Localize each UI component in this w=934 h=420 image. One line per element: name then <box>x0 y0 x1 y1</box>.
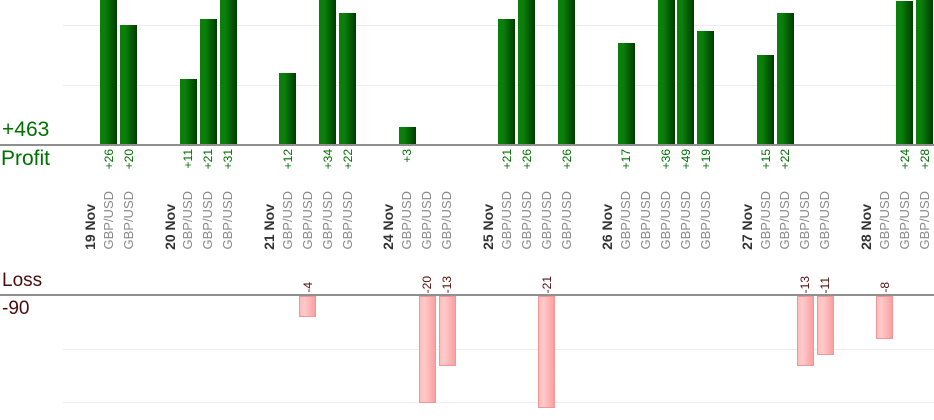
date-label: 19 Nov <box>81 204 98 250</box>
profit-bar <box>916 0 934 145</box>
symbol-label: GBP/USD <box>439 191 455 250</box>
loss-bar <box>816 296 834 355</box>
profit-bar <box>757 55 775 145</box>
symbol-label: GBP/USD <box>120 191 136 250</box>
symbol-label: GBP/USD <box>419 191 435 250</box>
symbol-label: GBP/USD <box>618 191 634 250</box>
profit-bar <box>776 13 794 145</box>
loss-gridline <box>63 348 934 350</box>
profit-value-label: +11 <box>181 149 196 169</box>
profit-bar <box>319 0 337 145</box>
profit-value-label: +22 <box>778 149 793 170</box>
profit-bar <box>339 13 357 145</box>
loss-value-label: -13 <box>798 275 813 293</box>
loss-value-label: -21 <box>539 275 554 293</box>
profit-value-label: +34 <box>320 149 335 170</box>
profit-value-label: +49 <box>678 149 693 170</box>
symbol-label: GBP/USD <box>777 191 793 250</box>
loss-bar <box>438 296 456 366</box>
profit-bar <box>279 73 297 145</box>
symbol-label: GBP/USD <box>876 191 892 250</box>
profit-value-label: +28 <box>917 149 932 170</box>
symbol-label: GBP/USD <box>220 191 236 250</box>
profit-value-label: +21 <box>499 149 514 170</box>
profit-value-label: +26 <box>101 149 116 170</box>
symbol-label: GBP/USD <box>518 191 534 250</box>
profit-value-label: +19 <box>698 149 713 170</box>
loss-bar <box>538 296 556 409</box>
symbol-label: GBP/USD <box>200 191 216 250</box>
symbol-label: GBP/USD <box>279 191 295 250</box>
date-label: 20 Nov <box>161 204 178 250</box>
profit-bar <box>617 43 635 145</box>
profit-value-label: +3 <box>400 149 415 163</box>
profit-bar <box>398 127 416 145</box>
profit-value-label: +22 <box>340 149 355 170</box>
profit-bar <box>697 31 715 145</box>
profit-value-label: +15 <box>758 149 773 170</box>
profit-bar <box>100 0 118 145</box>
loss-bar <box>796 296 814 366</box>
profit-bar <box>179 79 197 145</box>
symbol-label: GBP/USD <box>916 191 932 250</box>
symbol-label: GBP/USD <box>558 191 574 250</box>
symbol-label: GBP/USD <box>797 191 813 250</box>
symbol-label: GBP/USD <box>339 191 355 250</box>
loss-value-label: -8 <box>877 282 892 293</box>
loss-bar <box>299 296 317 318</box>
profit-bar <box>219 0 237 145</box>
profit-value-label: +36 <box>659 149 674 170</box>
loss-axis-title: Loss <box>2 270 43 291</box>
loss-gridline <box>63 402 934 403</box>
profit-value-label: +26 <box>519 149 534 170</box>
profit-value-label: +17 <box>619 149 634 170</box>
symbol-label: GBP/USD <box>299 191 315 250</box>
profit-bar <box>498 19 516 145</box>
profit-axis-line <box>0 144 934 146</box>
loss-value-label: -4 <box>300 282 315 293</box>
date-label: 25 Nov <box>479 204 496 250</box>
symbol-label: GBP/USD <box>677 191 693 250</box>
symbol-label: GBP/USD <box>100 191 116 250</box>
symbol-label: GBP/USD <box>757 191 773 250</box>
symbol-label: GBP/USD <box>180 191 196 250</box>
profit-value-label: +21 <box>201 149 216 170</box>
symbol-label: GBP/USD <box>538 191 554 250</box>
date-label: 21 Nov <box>261 204 277 250</box>
symbol-label: GBP/USD <box>638 191 654 250</box>
date-label: 27 Nov <box>738 204 755 250</box>
symbol-label: GBP/USD <box>697 191 713 250</box>
symbol-label: GBP/USD <box>319 191 335 250</box>
profit-bar <box>120 25 138 145</box>
profit-bar <box>896 1 914 145</box>
loss-bar <box>418 296 436 403</box>
profit-value-label: +24 <box>897 149 912 170</box>
profit-bar <box>199 19 217 145</box>
profit-total-label: +463 <box>2 118 50 141</box>
loss-axis-line <box>0 294 934 296</box>
profit-bar <box>657 0 675 145</box>
profit-bar <box>558 0 576 145</box>
loss-value-label: -20 <box>420 275 435 293</box>
symbol-label: GBP/USD <box>817 191 833 250</box>
loss-bar <box>876 296 894 339</box>
date-label: 24 Nov <box>380 204 397 250</box>
symbol-label: GBP/USD <box>658 191 674 250</box>
profit-value-label: +31 <box>221 149 236 170</box>
profit-value-label: +20 <box>121 149 136 170</box>
symbol-label: GBP/USD <box>896 191 912 250</box>
date-label: 26 Nov <box>599 204 616 250</box>
profit-axis-title: Profit <box>1 147 51 170</box>
loss-total-label: -90 <box>2 298 30 319</box>
symbol-label: GBP/USD <box>498 191 514 250</box>
profit-value-label: +26 <box>559 149 574 170</box>
loss-value-label: -11 <box>818 276 833 293</box>
profit-bar <box>518 0 536 145</box>
loss-value-label: -13 <box>440 275 455 293</box>
date-label: 28 Nov <box>858 204 874 250</box>
symbol-label: GBP/USD <box>399 191 415 250</box>
profit-bar <box>677 0 695 145</box>
profit-value-label: +12 <box>280 149 295 170</box>
